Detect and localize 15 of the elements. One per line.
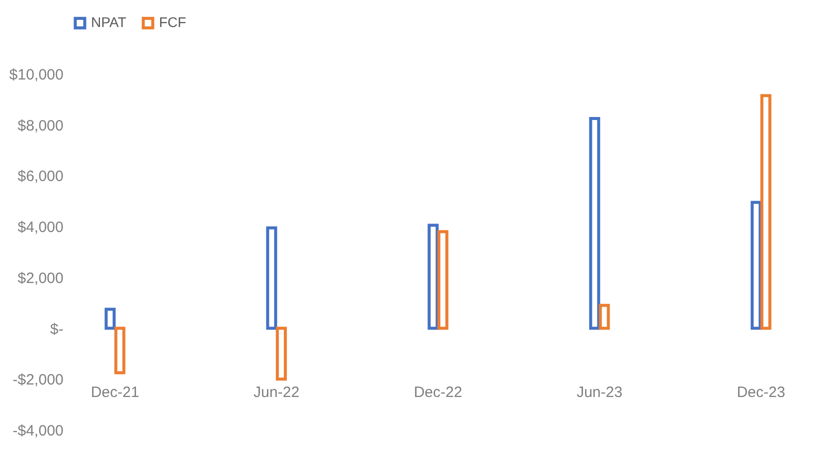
- x-tick-label: Dec-23: [736, 384, 786, 401]
- y-tick-label: -$2,000: [12, 372, 64, 389]
- x-tick-label: Dec-22: [414, 384, 462, 401]
- y-tick-label: $2,000: [18, 270, 64, 287]
- legend-label: NPAT: [91, 14, 127, 30]
- y-tick-label: $6,000: [18, 168, 64, 186]
- y-tick-label: $-: [50, 320, 64, 338]
- y-tick-label: $8,000: [18, 117, 64, 134]
- legend-label: FCF: [159, 14, 186, 30]
- x-tick-label: Jun-23: [576, 384, 622, 401]
- y-tick-label: $10,000: [9, 66, 64, 84]
- x-tick-label: Jun-22: [254, 384, 300, 401]
- x-tick-label: Dec-21: [90, 384, 140, 401]
- y-tick-label: -$4,000: [12, 422, 64, 440]
- y-tick-label: $4,000: [18, 219, 64, 236]
